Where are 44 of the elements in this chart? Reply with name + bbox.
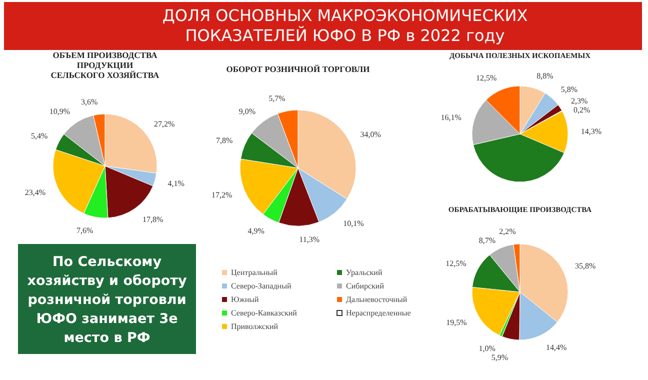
data-label: 14,3% bbox=[580, 127, 602, 136]
data-label: 4,1% bbox=[168, 179, 185, 188]
legend-label: Приволжский bbox=[231, 322, 279, 331]
data-label: 5,4% bbox=[30, 131, 48, 140]
data-label: 23,4% bbox=[24, 188, 46, 198]
data-label: 4,9% bbox=[248, 226, 265, 236]
data-label: 8,7% bbox=[478, 236, 496, 246]
chart-title: ОБЪЕМ ПРОИЗВОДСТВА ПРОДУКЦИИ СЕЛЬСКОГО ХОЗЯЙСТВА bbox=[50, 50, 160, 80]
data-label: 14,4% bbox=[546, 343, 567, 352]
data-label: 5,8% bbox=[560, 84, 578, 94]
data-label: 5,9% bbox=[491, 352, 508, 362]
text: По Сельскому хозяйству и обороту розничной торговли ЮФО занимает 3е место в РФ bbox=[27, 254, 187, 346]
text: ДОЛЯ ОСНОВНЫХ МАКРОЭКОНОМИЧЕСКИХ ПОКАЗАТЕЛЕЙ ЮФО В РФ в 2022 году bbox=[162, 6, 528, 45]
data-label: 9,0% bbox=[238, 107, 256, 116]
data-label: 7,8% bbox=[216, 136, 233, 146]
legend-label: Дальневосточный bbox=[346, 295, 408, 304]
data-label: 27,2% bbox=[154, 119, 176, 128]
data-label: 12,5% bbox=[446, 259, 467, 268]
data-label: 2,2% bbox=[499, 227, 516, 236]
data-label: 12,5% bbox=[476, 74, 497, 83]
data-label: 16,1% bbox=[440, 113, 462, 122]
data-label: 2,3% bbox=[570, 96, 588, 106]
data-label: 1,0% bbox=[478, 344, 496, 353]
legend-label: Сибирский bbox=[346, 282, 385, 290]
data-label: 10,1% bbox=[343, 218, 364, 228]
legend-label: Северо-Кавказский bbox=[231, 308, 298, 318]
legend-label: Уральский bbox=[346, 268, 383, 277]
data-label: 5,7% bbox=[268, 94, 286, 104]
data-label: 3,6% bbox=[80, 97, 98, 106]
data-label: 11,3% bbox=[299, 234, 320, 244]
data-label: 17,2% bbox=[211, 190, 232, 200]
legend-label: Центральный bbox=[231, 268, 278, 277]
data-label: 8,8% bbox=[536, 71, 554, 80]
legend-label: Северо-Западный bbox=[231, 282, 292, 290]
data-label: 34,0% bbox=[360, 130, 382, 139]
data-label: 17,8% bbox=[142, 215, 164, 224]
legend-label: Южный bbox=[231, 295, 260, 304]
chart-title: ОБОРОТ РОЗНИЧНОЙ ТОРГОВЛИ bbox=[226, 64, 370, 74]
data-label: 10,9% bbox=[49, 107, 70, 116]
data-label: 7,6% bbox=[76, 226, 94, 235]
data-label: 19,5% bbox=[446, 318, 468, 327]
legend-label: Нераспределенные bbox=[346, 308, 412, 318]
data-label: 35,8% bbox=[575, 262, 596, 271]
data-label: 0,2% bbox=[573, 106, 590, 115]
